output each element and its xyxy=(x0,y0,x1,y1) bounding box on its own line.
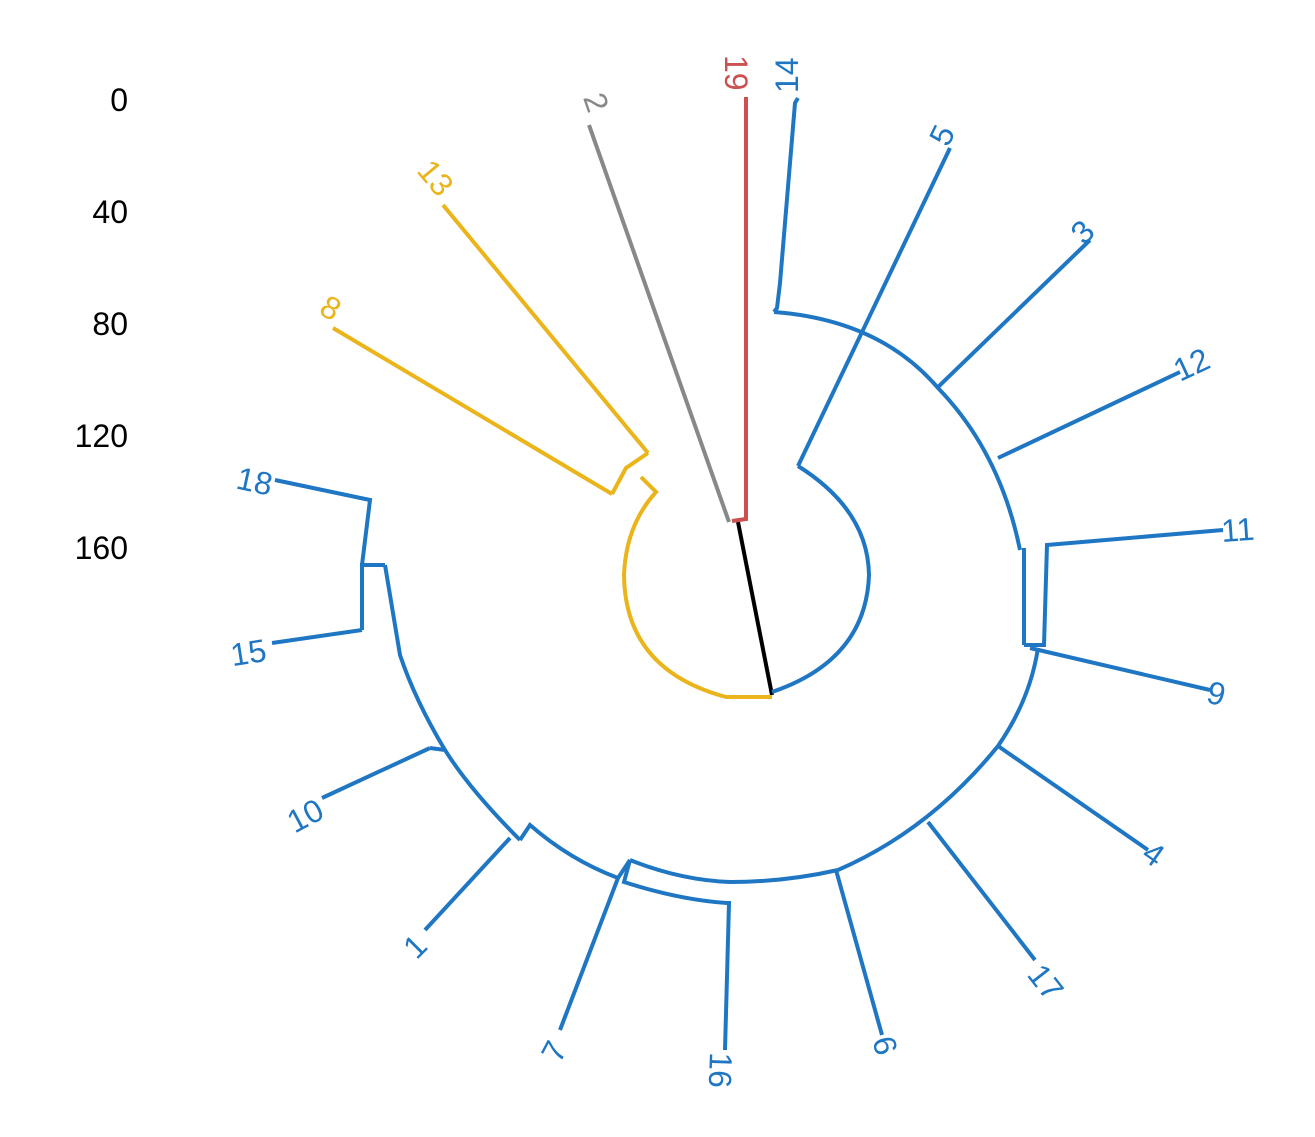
leaf-label-18: 18 xyxy=(233,460,275,503)
branch-leaf-19 xyxy=(731,97,748,523)
branch-leaf-4 xyxy=(996,744,1150,852)
blue-outer-arc-left-lower xyxy=(518,821,619,880)
leaf-label-10: 10 xyxy=(281,791,329,839)
axis-tick-label: 0 xyxy=(110,82,128,118)
blue-arc-10-top xyxy=(383,564,447,752)
branch-leaf-3 xyxy=(935,238,1092,390)
leaf-label-11: 11 xyxy=(1220,511,1256,549)
blue-arc-1-10 xyxy=(429,746,522,842)
branch-leaf-18 xyxy=(274,478,373,566)
blue-bracket-11 xyxy=(1024,528,1224,647)
blue-outer-arc-bottom xyxy=(629,858,839,885)
leaf-label-2: 2 xyxy=(576,88,616,117)
branch-leaf-13 xyxy=(441,203,650,455)
yellow-main-arc xyxy=(621,475,772,699)
leaf-label-15: 15 xyxy=(228,632,269,673)
branch-leaf-8 xyxy=(331,326,614,496)
blue-bracket-15-18 xyxy=(360,563,385,630)
axis-tick-label: 160 xyxy=(75,530,128,566)
leaf-label-19: 19 xyxy=(718,55,754,91)
root-stem xyxy=(736,521,774,696)
leaf-label-8: 8 xyxy=(314,288,347,328)
leaf-label-17: 17 xyxy=(1020,957,1070,1007)
branch-leaf-17 xyxy=(926,820,1037,962)
axis-tick-label: 80 xyxy=(92,306,128,342)
branch-leaf-10 xyxy=(321,746,431,800)
branch-leaf-2 xyxy=(587,124,731,523)
cluster-blue xyxy=(271,96,1224,1051)
leaf-label-5: 5 xyxy=(922,119,962,151)
yellow-sub-arc xyxy=(610,451,650,495)
leaf-label-4: 4 xyxy=(1136,834,1171,874)
axis-tick-label: 40 xyxy=(92,194,128,230)
blue-bracket-1 xyxy=(423,836,512,932)
leaf-label-6: 6 xyxy=(865,1032,905,1059)
blue-outer-arc-top xyxy=(773,310,1022,551)
root-branch xyxy=(736,521,774,696)
blue-bracket-7 xyxy=(558,858,632,1031)
cluster-gray xyxy=(587,124,731,523)
leaf-label-14: 14 xyxy=(769,57,805,93)
axis-tick-label: 120 xyxy=(75,418,128,454)
branch-leaf-9 xyxy=(1029,646,1211,692)
height-axis: 0 40 80 120 160 xyxy=(75,82,128,566)
cluster-yellow xyxy=(331,203,772,699)
blue-inner-arc xyxy=(771,464,872,694)
branch-leaf-12 xyxy=(997,370,1181,460)
leaf-label-3: 3 xyxy=(1063,213,1101,251)
blue-bracket-16 xyxy=(621,859,732,1051)
leaf-label-9: 9 xyxy=(1203,674,1229,713)
cluster-red xyxy=(731,97,748,523)
leaf-label-12: 12 xyxy=(1168,341,1215,389)
blue-outer-arc-bottom-right xyxy=(837,647,1040,872)
branch-leaf-5 xyxy=(796,147,952,467)
branch-leaf-6 xyxy=(834,869,884,1036)
branch-leaf-15 xyxy=(271,628,363,645)
leaf-labels: 19 14 5 3 12 11 9 4 17 6 16 7 1 10 15 18… xyxy=(228,55,1256,1089)
leaf-label-1: 1 xyxy=(396,927,434,965)
leaf-label-16: 16 xyxy=(702,1052,739,1089)
branch-leaf-14 xyxy=(772,96,800,314)
leaf-label-7: 7 xyxy=(534,1035,574,1068)
leaf-label-13: 13 xyxy=(410,153,460,203)
